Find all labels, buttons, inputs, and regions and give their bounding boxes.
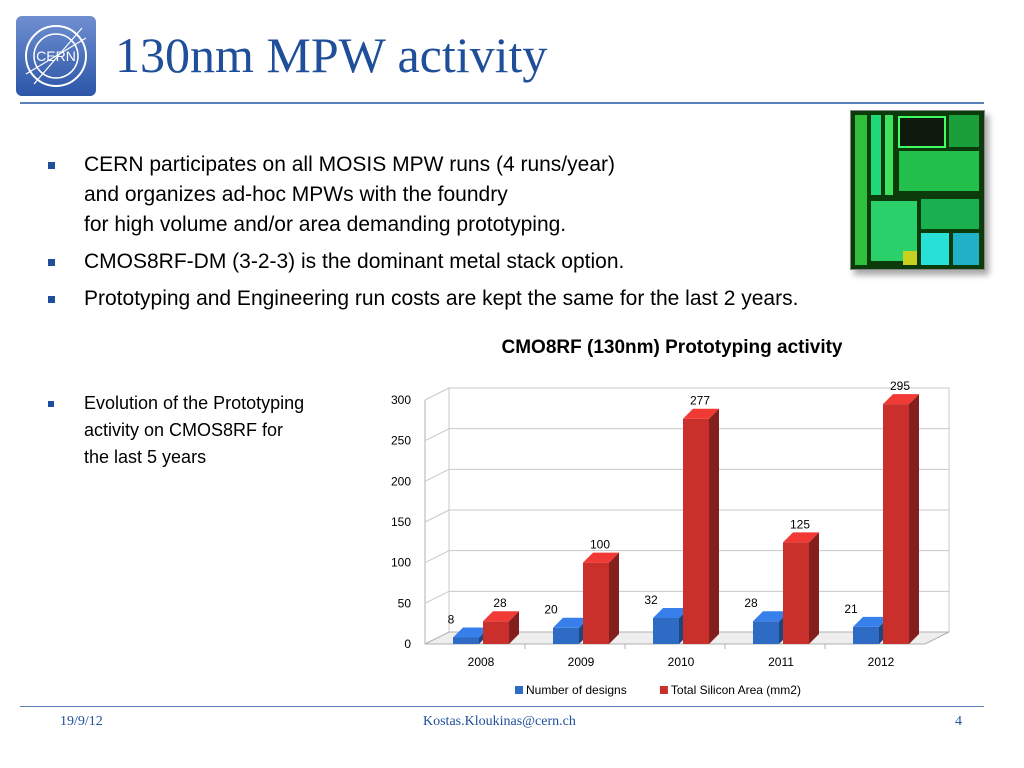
chart-title: CMO8RF (130nm) Prototyping activity: [502, 337, 843, 358]
bar-top: [883, 394, 919, 405]
bar-front: [553, 627, 579, 644]
gridline-side: [424, 468, 450, 482]
x-tick-label: 2011: [768, 655, 794, 669]
footer-divider: [20, 706, 984, 707]
bullet-line: for high volume and/or area demanding pr…: [84, 213, 567, 236]
bar-side: [709, 408, 719, 644]
data-label: 28: [493, 596, 507, 610]
data-label: 100: [590, 538, 610, 552]
bullet-line: Evolution of the Prototyping: [84, 393, 305, 413]
bullet-marker: [48, 296, 55, 303]
bullet-marker: [48, 259, 55, 266]
bar-front: [783, 542, 809, 644]
prototyping-chart: CMO8RF (130nm) Prototyping activity 0 50 10…: [391, 337, 950, 697]
bar-side: [509, 611, 519, 644]
data-label: 32: [644, 593, 658, 607]
legend-swatch: [515, 686, 523, 694]
data-label: 20: [544, 603, 558, 617]
legend-swatch: [659, 686, 668, 694]
footer-date: 19/9/12: [60, 714, 103, 729]
bullet-marker: [48, 401, 54, 407]
footer-page-number: 4: [955, 714, 962, 729]
bar-side: [909, 394, 919, 644]
gridline-side: [424, 509, 450, 523]
bullet-line: and organizes ad-hoc MPWs with the found…: [84, 183, 508, 206]
bar-2008-area: [483, 611, 519, 644]
side-bullet-list: Evolution of the Prototyping activity on…: [40, 390, 380, 471]
data-label: 28: [744, 596, 758, 610]
bar-front: [653, 617, 679, 644]
title-divider: [20, 102, 984, 104]
logo-text: CERN: [36, 48, 76, 64]
bar-front: [583, 562, 609, 644]
x-tick-label: 2009: [568, 655, 595, 669]
bar-top: [553, 617, 589, 628]
bar-top: [483, 611, 519, 622]
bar-front: [853, 626, 879, 644]
data-label: 295: [890, 379, 910, 393]
bullet-line: Prototyping and Engineering run costs ar…: [84, 287, 799, 310]
data-label: 21: [844, 602, 858, 616]
bar-2009-area: [583, 552, 619, 644]
gridline-side: [424, 428, 450, 442]
bar-front: [683, 418, 709, 644]
bar-2010-area: [683, 408, 719, 644]
y-tick-label: 50: [398, 596, 412, 610]
bar-top: [753, 611, 789, 622]
bar-front: [753, 621, 779, 644]
bar-top: [653, 607, 689, 618]
bullet-item: CERN participates on all MOSIS MPW runs …: [40, 150, 970, 240]
x-tick-label: 2010: [668, 655, 695, 669]
bullet-line: the last 5 years: [84, 447, 207, 467]
x-tick-label: 2012: [868, 655, 895, 669]
bar-front: [883, 404, 909, 644]
gridline-side: [424, 387, 450, 401]
data-label: 277: [690, 394, 710, 408]
x-tick-label: 2008: [468, 655, 495, 669]
bar-front: [483, 621, 509, 644]
bullet-item: Evolution of the Prototyping activity on…: [40, 390, 380, 471]
y-tick-label: 0: [404, 637, 411, 651]
y-tick-label: 150: [391, 515, 411, 529]
chip-layout-image: [850, 110, 985, 270]
main-bullet-list: CERN participates on all MOSIS MPW runs …: [40, 150, 970, 321]
data-label: 8: [448, 612, 455, 626]
bullet-line: CMOS8RF-DM (3-2-3) is the dominant metal…: [84, 250, 625, 273]
bullet-line: activity on CMOS8RF for: [84, 420, 284, 440]
bar-front: [453, 637, 479, 644]
bar-2012-area: [883, 394, 919, 644]
y-tick-label: 300: [391, 393, 411, 407]
bullet-line: CERN participates on all MOSIS MPW runs …: [84, 153, 615, 176]
bar-top: [583, 552, 619, 563]
bullet-marker: [48, 162, 55, 169]
y-tick-label: 200: [391, 474, 411, 488]
bar-side: [809, 532, 819, 644]
bar-top: [683, 408, 719, 419]
bar-top: [453, 627, 489, 638]
gridline-side: [424, 590, 450, 604]
gridline-side: [424, 550, 450, 564]
bullet-item: Prototyping and Engineering run costs ar…: [40, 284, 970, 314]
bar-2012-designs: [853, 616, 889, 644]
bar-2011-area: [783, 532, 819, 644]
y-tick-label: 250: [391, 434, 411, 448]
bar-side: [609, 552, 619, 644]
slide-title: 130nm MPW activity: [115, 27, 548, 83]
legend-label: Total Silicon Area (mm2): [671, 683, 801, 697]
bar-top: [853, 616, 889, 627]
cern-logo: CERN: [16, 16, 96, 96]
legend-label: Number of designs: [526, 683, 627, 697]
bullet-item: CMOS8RF-DM (3-2-3) is the dominant metal…: [40, 247, 970, 277]
y-tick-label: 100: [391, 556, 411, 570]
footer-email: Kostas.Kloukinas@cern.ch: [423, 714, 576, 729]
data-label: 125: [790, 517, 810, 531]
bar-top: [783, 532, 819, 543]
